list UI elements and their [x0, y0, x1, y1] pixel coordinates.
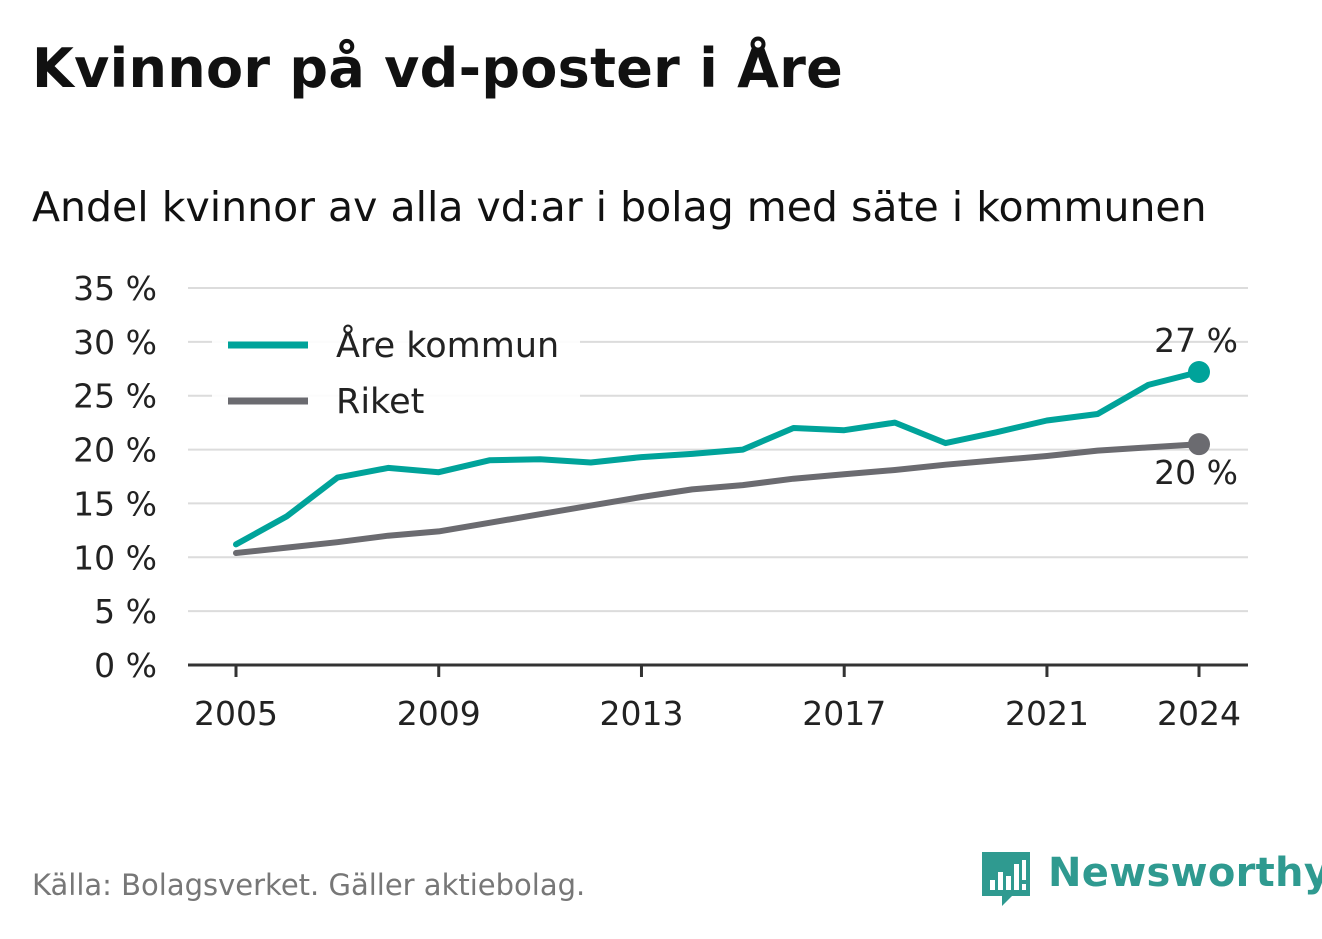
- legend-label: Riket: [336, 382, 424, 422]
- y-tick-label: 15 %: [73, 484, 157, 523]
- x-tick-label: 2013: [599, 694, 683, 733]
- x-tick-label: 2021: [1005, 694, 1089, 733]
- y-tick-label: 35 %: [73, 269, 157, 308]
- y-tick-label: 30 %: [73, 323, 157, 362]
- x-tick-label: 2017: [802, 694, 886, 733]
- bar-chart-speech-bubble-icon: [982, 852, 1032, 912]
- brand-name: Newsworthy: [1048, 850, 1322, 896]
- source-note: Källa: Bolagsverket. Gäller aktiebolag.: [32, 868, 586, 902]
- x-tick-label: 2024: [1157, 694, 1241, 733]
- end-point-riket: [1188, 433, 1210, 456]
- series-lines: [233, 361, 1210, 556]
- end-labels: 27 % 20 %: [1154, 321, 1238, 492]
- y-tick-label: 10 %: [73, 538, 157, 577]
- chart-subtitle: Andel kvinnor av alla vd:ar i bolag med …: [32, 183, 1207, 231]
- end-point-are-kommun: [1188, 361, 1210, 384]
- y-tick-label: 20 %: [73, 431, 157, 470]
- legend-background: [212, 318, 580, 436]
- y-axis-ticks: 0 % 5 % 10 % 15 % 20 % 25 % 30 % 35 %: [73, 269, 157, 685]
- y-tick-label: 5 %: [94, 592, 157, 631]
- brand-logo: Newsworthy: [978, 848, 1322, 912]
- series-line-are-kommun: [233, 369, 1202, 548]
- legend-label: Åre kommun: [336, 323, 559, 366]
- y-tick-label: 0 %: [94, 646, 157, 685]
- x-axis-ticks: 2005 2009 2013 2017 2021 2024: [194, 665, 1241, 733]
- end-label-riket: 20 %: [1154, 453, 1238, 492]
- legend: Åre kommun Riket: [212, 318, 580, 436]
- end-label-are-kommun: 27 %: [1154, 321, 1238, 360]
- x-tick-label: 2009: [397, 694, 481, 733]
- y-tick-label: 25 %: [73, 377, 157, 416]
- chart-title: Kvinnor på vd-poster i Åre: [32, 37, 844, 100]
- series-line-riket: [233, 441, 1202, 556]
- x-tick-label: 2005: [194, 694, 278, 733]
